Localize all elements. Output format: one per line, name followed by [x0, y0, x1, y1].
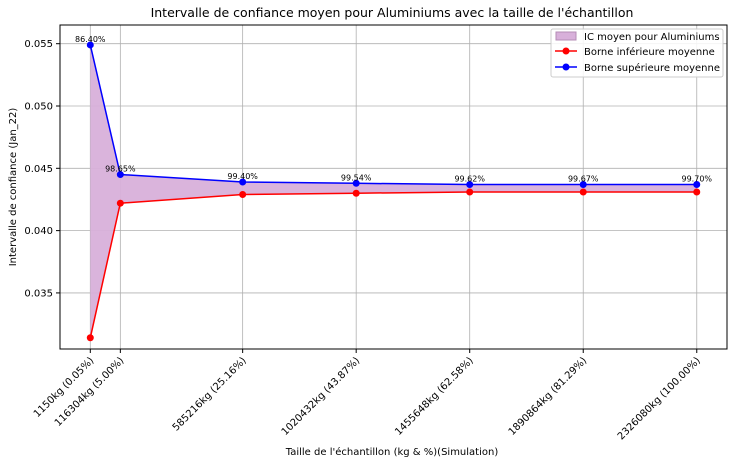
lower-bound-point	[116, 199, 124, 207]
coverage-annotation: 86.40%	[75, 35, 106, 44]
legend-box	[550, 28, 724, 78]
x-tick-label: 585216kg (25.16%)	[171, 355, 249, 433]
y-tick-label: 0.040	[24, 226, 53, 237]
legend: IC moyen pour Aluminiums Borne inférieur…	[550, 28, 724, 78]
y-tick-label: 0.045	[24, 164, 53, 175]
lower-bound-point	[86, 334, 94, 342]
coverage-annotation: 99.62%	[454, 175, 485, 184]
legend-lower-marker	[562, 47, 570, 55]
y-axis-label: Intervalle de confiance (Jan_22)	[8, 108, 19, 267]
upper-bound-point	[116, 171, 124, 179]
plot-frame	[59, 24, 728, 350]
lower-bound-point	[239, 190, 247, 198]
series-layer	[86, 41, 701, 342]
coverage-annotation: 99.40%	[227, 172, 258, 181]
coverage-annotation: 99.70%	[682, 175, 713, 184]
lower-bound-point	[579, 188, 587, 196]
coverage-annotation: 99.54%	[341, 173, 372, 182]
coverage-annotation: 98.65%	[105, 165, 136, 174]
legend-fill-swatch	[555, 31, 577, 41]
upper-bound-point	[352, 179, 360, 187]
chart-title: Intervalle de confiance moyen pour Alumi…	[151, 5, 634, 20]
lower-bound-point	[693, 188, 701, 196]
upper-bound-point	[693, 181, 701, 189]
legend-upper-marker	[562, 63, 570, 71]
x-tick-label: 1890864kg (81.29%)	[507, 355, 590, 438]
lower-bound-line	[89, 191, 697, 338]
x-tick-label: 1020432kg (43.87%)	[280, 355, 363, 438]
x-axis-ticks: 1150kg (0.05%)116304kg (5.00%) 585216kg (…	[32, 349, 703, 442]
x-tick-label: 1455648kg (62.58%)	[393, 355, 476, 438]
upper-bound-point	[86, 41, 94, 49]
legend-fill-label: IC moyen pour Aluminiums	[584, 32, 720, 43]
upper-bound-point	[466, 181, 474, 189]
legend-upper-label: Borne supérieure moyenne	[584, 62, 720, 74]
lower-bound-point	[466, 188, 474, 196]
legend-lower-label: Borne inférieure moyenne	[584, 46, 715, 58]
confidence-band-layer	[90, 44, 697, 338]
y-tick-label: 0.050	[24, 102, 53, 113]
upper-bound-point	[579, 181, 587, 189]
lower-bound-point	[352, 189, 360, 197]
y-axis-ticks: 0.035 0.040 0.045 0.050 0.055	[24, 39, 60, 299]
x-tick-label: 2326080kg (100.00%)	[616, 355, 703, 442]
coverage-annotation: 99.67%	[568, 175, 599, 184]
y-tick-label: 0.035	[24, 288, 53, 299]
upper-bound-point	[239, 178, 247, 186]
x-axis-label: Taille de l'échantillon (kg & %)(Simulat…	[285, 446, 499, 458]
y-tick-label: 0.055	[24, 39, 53, 50]
confidence-band	[90, 44, 697, 338]
annotation-layer: 86.40% 98.65% 99.40% 99.54% 99.62% 99.67% 99.7…	[75, 35, 712, 184]
